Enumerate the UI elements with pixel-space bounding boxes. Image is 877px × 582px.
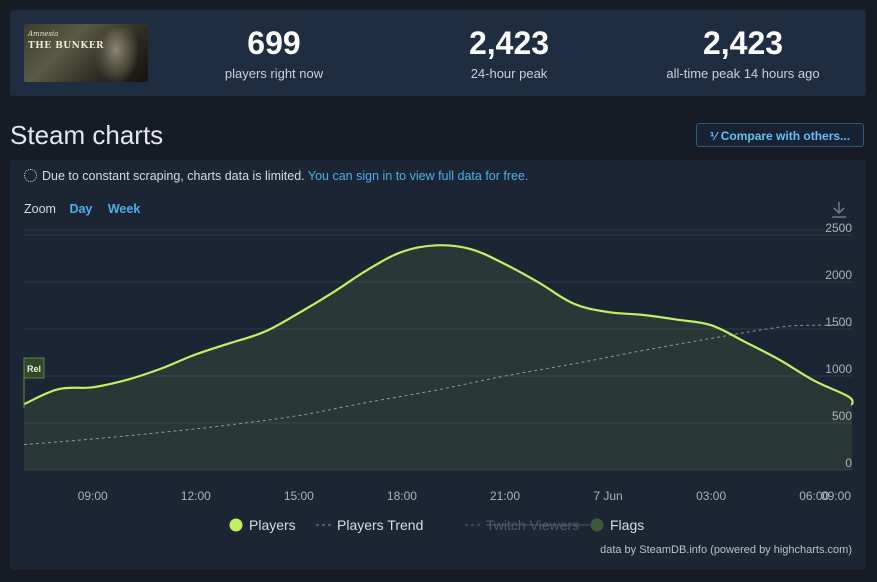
zoom-label: Zoom [24,202,56,216]
notice-text: Due to constant scraping, charts data is… [42,169,305,183]
y-tick-label: 1500 [825,315,852,329]
download-icon[interactable] [830,200,848,220]
x-tick-label: 7 Jun [593,489,622,503]
legend-label[interactable]: Players [249,517,296,533]
y-tick-label: 2000 [825,268,852,282]
y-tick-label: 1000 [825,362,852,376]
zoom-week-button[interactable]: Week [107,202,141,216]
players-area [24,245,853,470]
x-tick-label: 09:00 [78,489,108,503]
x-tick-label: 12:00 [181,489,211,503]
sign-in-link[interactable]: You can sign in to view full data for fr… [307,169,529,183]
x-axis-labels: 09:00 12:00 15:00 18:00 21:00 7 Jun 03:00 06:00… [78,489,852,503]
x-tick-label: 09:00 [821,489,851,503]
scraping-notice: Due to constant scraping, charts data is… [24,169,528,183]
players-chart: Rel 0 500 1000 1500 2000 2500 09:00 12:00 15:00… [23,221,854,533]
stat-all-time-peak: 2,423 all-time peak 14 hours ago [633,26,853,81]
y-tick-label: 500 [832,409,852,423]
y-axis-labels: 0 500 1000 1500 2000 2500 [825,221,852,470]
chart-credit: data by SteamDB.info (powered by highcha… [600,544,852,556]
x-tick-label: 06:00 [799,489,829,503]
players-series [23,244,854,470]
game-art-figure [94,28,138,82]
y-tick-label: 2500 [825,221,852,235]
stat-players-now: 699 players right now [164,26,384,81]
chart-panel: Due to constant scraping, charts data is… [10,160,866,570]
game-logo-line1: Amnesia [28,30,59,38]
stat-24h-peak: 2,423 24-hour peak [399,26,619,81]
stat-label: players right now [224,66,324,81]
legend-label[interactable]: Players Trend [337,517,423,533]
stat-value: 2,423 [468,25,550,61]
chart-grid [24,229,852,471]
stat-label: 24-hour peak [470,66,548,81]
x-tick-label: 03:00 [696,489,726,503]
stat-value: 2,423 [702,25,784,61]
x-tick-label: 15:00 [284,489,314,503]
page-title: Steam charts [10,120,164,150]
compare-button-label: Compare with others... [720,129,851,143]
loading-icon [24,169,37,182]
x-tick-label: 18:00 [387,489,417,503]
chart-legend: Players Players Trend Twitch Viewers Flags [229,517,644,533]
stats-bar: Amnesia THE BUNKER 699 players right now… [10,10,866,96]
flag-label: Rel [27,364,41,374]
stat-value: 699 [247,25,301,61]
game-logo-line2: THE BUNKER [28,41,105,51]
x-tick-label: 21:00 [490,489,520,503]
legend-label[interactable]: Flags [610,517,644,533]
y-tick-label: 0 [845,456,852,470]
players-line [23,244,854,406]
zoom-day-button[interactable]: Day [69,202,93,216]
game-thumbnail[interactable]: Amnesia THE BUNKER [24,24,148,82]
compare-icon: ⅟ [709,131,717,143]
zoom-controls: Zoom Day Week [24,202,152,216]
legend-marker [590,518,604,532]
compare-button[interactable]: ⅟ Compare with others... [696,123,864,147]
flags-layer: Rel [23,357,45,408]
flag-marker [23,357,45,379]
stat-label: all-time peak 14 hours ago [666,66,820,81]
legend-marker [229,518,243,532]
